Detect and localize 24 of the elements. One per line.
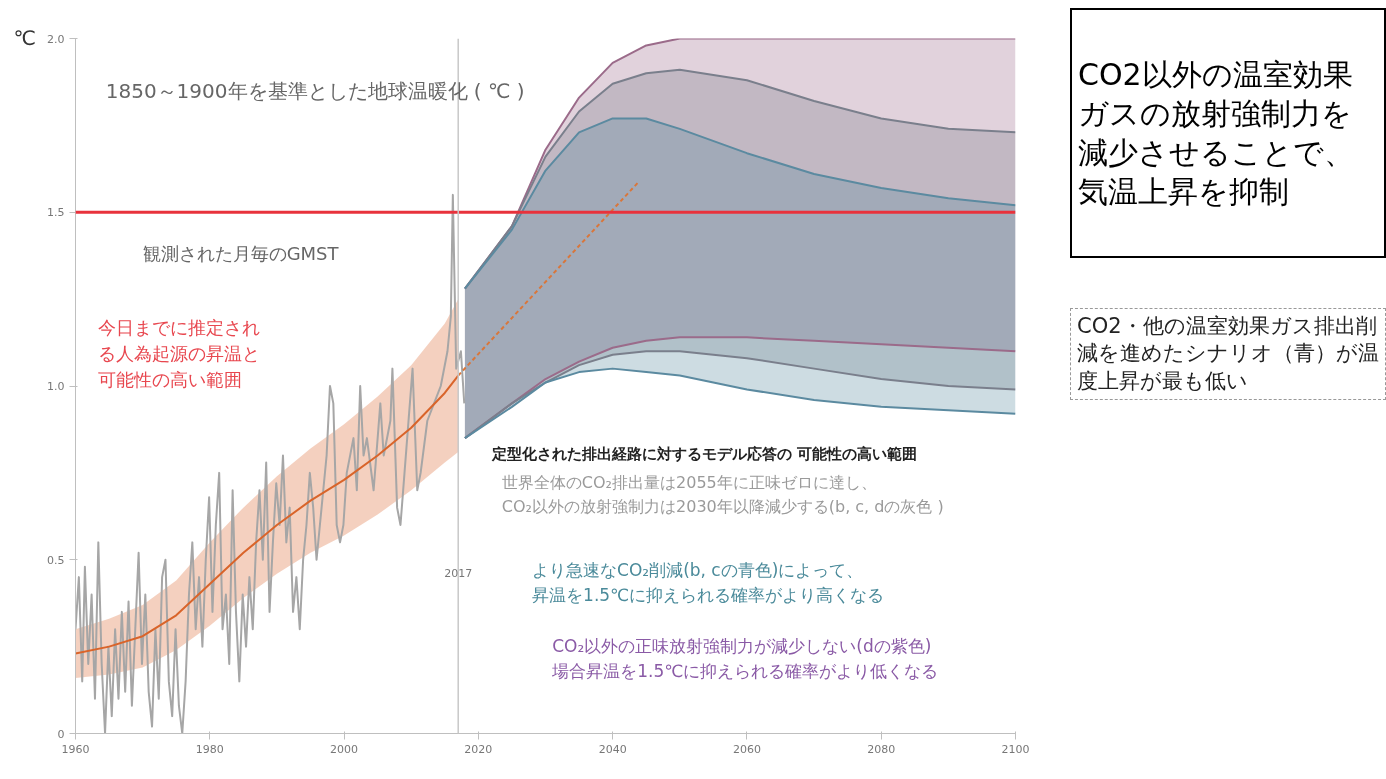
y-tick-label: 0.5 (47, 553, 65, 567)
x-tick-label: 2020 (464, 742, 493, 756)
x-tick-label: 2000 (330, 742, 359, 756)
y-axis-title: ℃ (13, 25, 36, 50)
x-tick-label: 2060 (732, 742, 761, 756)
text: CO2・他の温室効果ガス排出削減を進めたシナリオ（青）が温度上昇が最も低い (1077, 313, 1379, 395)
annotation: CO₂以外の正味放射強制力が減少しない(dの紫色)場合昇温を1.5℃に抑えられる確率がより低くなる (551, 636, 939, 682)
y-tick-label: 1.0 (47, 380, 65, 393)
y-tick-label: 0 (57, 727, 65, 741)
y-tick-label: 1.5 (47, 206, 65, 220)
x-tick-label: 2100 (1001, 742, 1030, 756)
annotation: 観測された月毎のGMST (142, 243, 340, 265)
x-tick-label: 2040 (598, 742, 627, 756)
x-tick-label: 2080 (867, 742, 896, 756)
annotation: 世界全体のCO₂排出量は2055年に正味ゼロに達し、CO₂以外の放射強制力は2030年以降減少する(b, c, dの灰色 ) (501, 472, 944, 516)
text: CO2以外の温室効果ガスの放射強制力を減少させることで、気温上昇を抑制 (1078, 56, 1355, 211)
text: 1850～1900年を基準とした地球温暖化 ( ℃ ) (105, 78, 525, 103)
annotation: 今日までに推定される人為起源の昇温と可能性の高い範囲 (98, 316, 261, 390)
x-tick-label: 1980 (195, 742, 224, 756)
y-tick-label: 2.0 (47, 32, 65, 46)
ref-line-label: 2017 (444, 567, 473, 581)
x-tick-label: 1960 (61, 742, 90, 756)
annotation: より急速なCO₂削減(b, cの青色)によって、昇温を1.5℃に抑えられる確率がより高くなる (532, 559, 885, 605)
annotation: 定型化された排出経路に対するモデル応答の 可能性の高い範囲 (490, 445, 918, 464)
